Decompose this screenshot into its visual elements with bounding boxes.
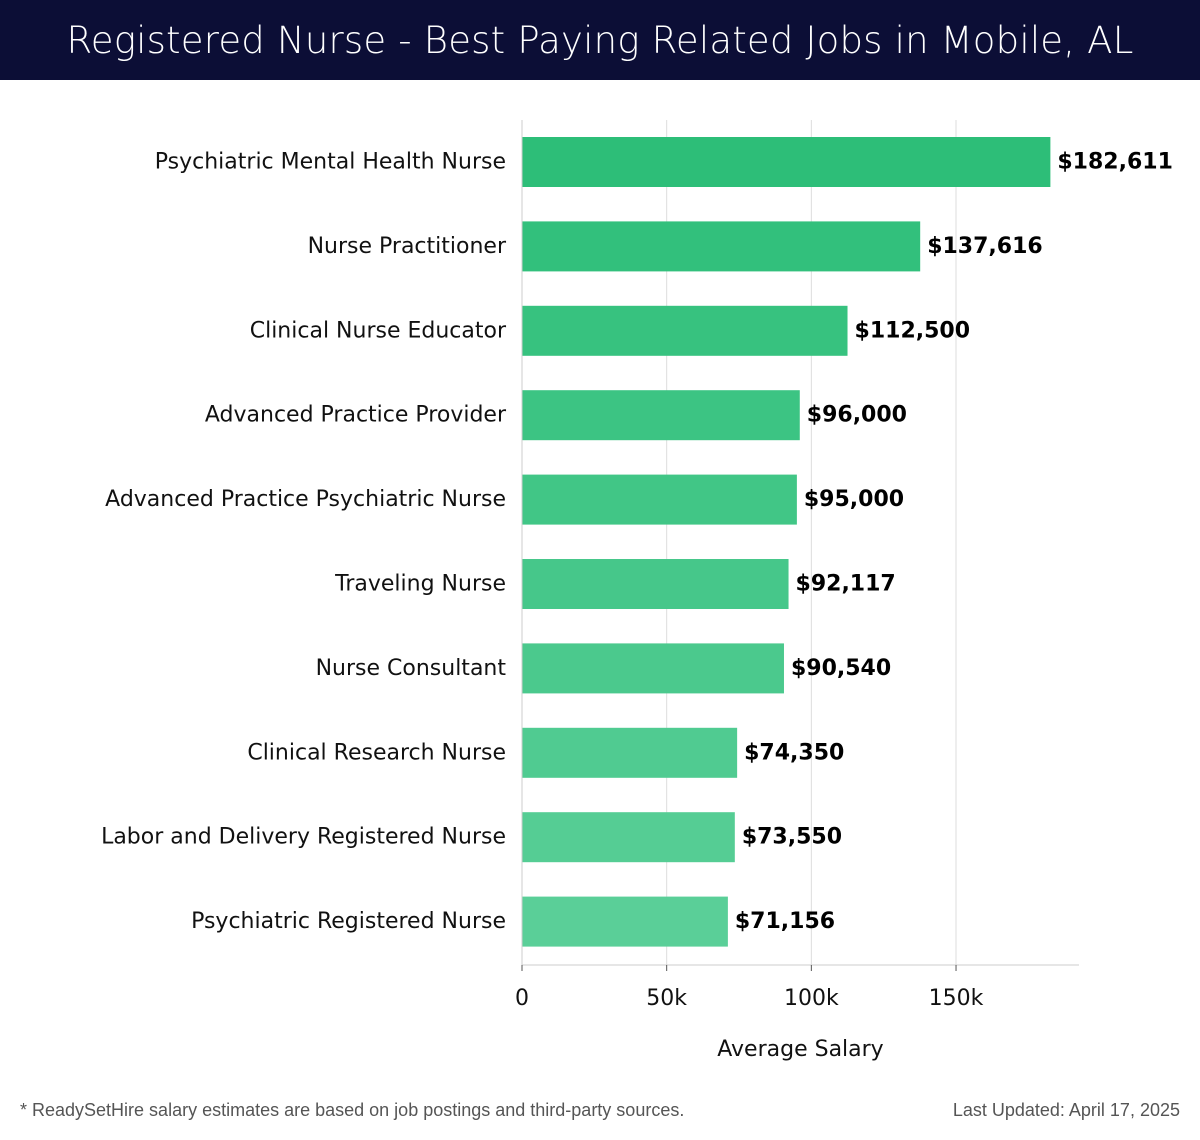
- value-label: $182,611: [1057, 150, 1173, 175]
- bar: [522, 221, 921, 272]
- category-label: Nurse Consultant: [316, 656, 507, 681]
- value-label: $71,156: [735, 909, 835, 934]
- bar: [522, 896, 728, 947]
- bar: [522, 305, 848, 356]
- value-label: $73,550: [742, 825, 842, 850]
- x-tick-label: 0: [515, 986, 529, 1011]
- x-axis: 0 50k 100k 150k: [515, 120, 1079, 1011]
- category-label: Advanced Practice Psychiatric Nurse: [105, 487, 506, 512]
- bar: [522, 474, 797, 525]
- bars: [522, 137, 1051, 947]
- bar: [522, 727, 738, 778]
- chart-header: Registered Nurse - Best Paying Related J…: [0, 0, 1200, 80]
- last-updated: Last Updated: April 17, 2025: [952, 1100, 1180, 1120]
- bar: [522, 812, 735, 863]
- value-label: $137,616: [927, 234, 1043, 259]
- category-label: Advanced Practice Provider: [205, 403, 507, 428]
- value-label: $112,500: [855, 318, 971, 343]
- category-label: Clinical Research Nurse: [247, 740, 506, 765]
- x-axis-title: Average Salary: [717, 1037, 883, 1062]
- x-tick-label: 50k: [646, 986, 687, 1011]
- footnote: * ReadySetHire salary estimates are base…: [20, 1100, 685, 1120]
- category-label: Psychiatric Registered Nurse: [191, 909, 506, 934]
- category-label: Psychiatric Mental Health Nurse: [155, 150, 506, 175]
- value-label: $92,117: [796, 572, 896, 597]
- page-title: Registered Nurse - Best Paying Related J…: [66, 18, 1134, 62]
- category-label: Traveling Nurse: [334, 572, 506, 597]
- value-label: $90,540: [791, 656, 891, 681]
- bar: [522, 559, 789, 609]
- x-tick-label: 100k: [784, 986, 839, 1011]
- value-label: $74,350: [744, 740, 844, 765]
- category-label: Nurse Practitioner: [308, 234, 507, 259]
- value-labels: $182,611 $137,616 $112,500 $96,000 $95,000 $9…: [735, 150, 1173, 935]
- bar: [522, 643, 784, 694]
- bar-chart: Psychiatric Mental Health Nurse Nurse Pra…: [101, 120, 1173, 1062]
- category-label: Clinical Nurse Educator: [250, 318, 507, 343]
- bar: [522, 390, 800, 441]
- bar: [522, 137, 1051, 187]
- x-tick-label: 150k: [929, 986, 984, 1011]
- category-labels: Psychiatric Mental Health Nurse Nurse Pra…: [101, 150, 507, 935]
- value-label: $95,000: [804, 487, 904, 512]
- value-label: $96,000: [807, 403, 907, 428]
- category-label: Labor and Delivery Registered Nurse: [101, 825, 506, 850]
